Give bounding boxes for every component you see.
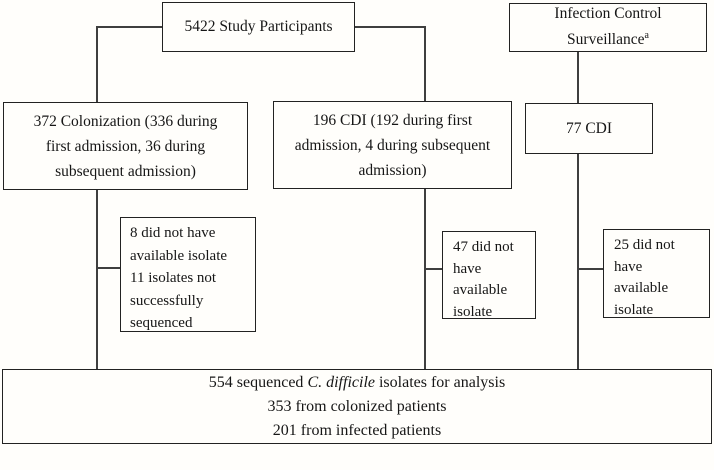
final-analysis-box: 554 sequenced C. difficile isolates for … [2, 369, 712, 444]
connector-cdi77-to-final [577, 153, 579, 370]
study-participants-label: 5422 Study Participants [184, 18, 333, 35]
infection-control-line1: Infection Control [554, 5, 662, 23]
cdi-line: admission, 4 during subsequent [294, 136, 491, 154]
exclusion-cdi-box: 47 did not have available isolate [442, 231, 536, 320]
final-line3: 201 from infected patients [272, 421, 442, 439]
connector-to-exclusion-surveillance [577, 268, 604, 270]
final-line2: 353 from colonized patients [267, 397, 447, 415]
connector-study-to-cdi-vertical [424, 26, 426, 102]
exclusion-line: available isolate [130, 247, 228, 264]
exclusion-line: available [614, 280, 669, 296]
exclusion-line: 25 did not [614, 237, 675, 253]
final-line1-pre: 554 sequenced [208, 373, 304, 391]
footnote-marker: a [644, 30, 649, 42]
connector-to-exclusion-colonization [96, 267, 121, 269]
exclusion-line: available [453, 282, 508, 298]
exclusion-line: isolate [453, 303, 493, 320]
cdi-line: admission) [358, 161, 427, 179]
colonization-line: 372 Colonization (336 during [33, 112, 218, 130]
final-line1-italic: C. difficile [307, 373, 375, 391]
infection-control-line2: Surveillancea [567, 25, 649, 51]
final-line1-post: isolates for analysis [378, 373, 506, 391]
exclusion-line: 11 isolates not [130, 270, 217, 286]
final-line1: 554 sequenced C. difficile isolates for … [209, 371, 505, 395]
colonization-line: first admission, 36 during [45, 137, 206, 155]
infection-control-surveillance-box: Infection Control Surveillancea [509, 3, 707, 52]
cdi-box: 196 CDI (192 during first admission, 4 d… [273, 101, 512, 189]
exclusion-colonization-box: 8 did not have available isolate 11 isol… [120, 217, 256, 332]
cdi-line: 196 CDI (192 during first [312, 111, 473, 129]
exclusion-surveillance-box: 25 did not have available isolate [603, 229, 710, 318]
exclusion-line: 8 did not have [130, 225, 216, 241]
exclusion-line: have [453, 260, 482, 277]
exclusion-line: sequenced [130, 315, 193, 331]
connector-study-to-cdi-horizontal [354, 26, 425, 28]
connector-surveillance-to-cdi77 [577, 51, 579, 104]
exclusion-line: isolate [614, 301, 654, 318]
connector-colonization-to-final [96, 189, 98, 370]
colonization-box: 372 Colonization (336 during first admis… [3, 102, 248, 190]
connector-to-exclusion-cdi [424, 268, 443, 270]
exclusion-line: 47 did not [453, 239, 514, 255]
connector-study-to-colonization-vertical [96, 26, 98, 103]
infection-control-line2-text: Surveillance [567, 31, 645, 49]
exclusion-line: successfully [130, 292, 204, 309]
connector-study-to-colonization-horizontal [96, 26, 163, 28]
colonization-line: subsequent admission) [55, 162, 196, 180]
study-participants-box: 5422 Study Participants [162, 2, 355, 52]
cdi-surveillance-box: 77 CDI [525, 103, 653, 154]
connector-cdi-to-final [424, 188, 426, 370]
exclusion-line: have [614, 258, 643, 275]
cdi-surveillance-label: 77 CDI [565, 119, 613, 137]
